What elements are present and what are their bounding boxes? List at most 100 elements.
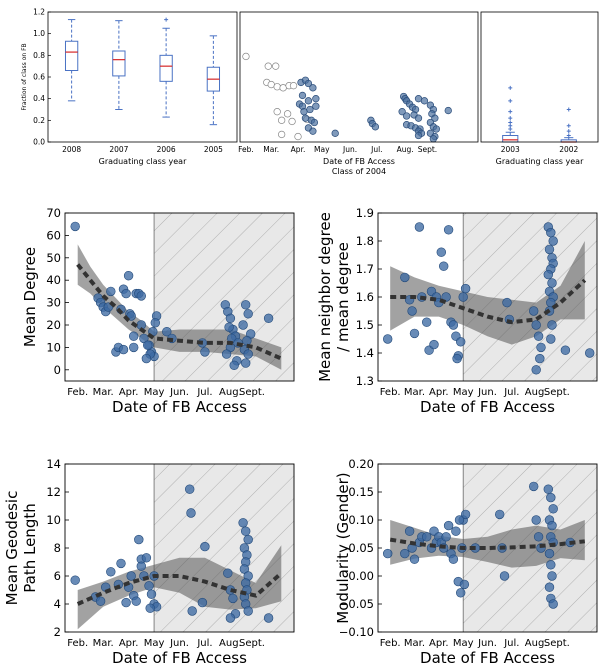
data-point bbox=[441, 292, 451, 302]
x-axis-label: Graduating class year bbox=[99, 157, 187, 166]
data-point bbox=[460, 509, 471, 520]
data-point bbox=[409, 328, 420, 339]
x-tick-label: May bbox=[453, 638, 474, 649]
y-tick-label: 1.7 bbox=[356, 262, 374, 276]
x-tick-label: Feb. bbox=[67, 387, 88, 398]
data-point bbox=[546, 227, 556, 238]
data-point-open bbox=[294, 132, 302, 141]
y-axis-label: Fraction of class on FB bbox=[21, 43, 28, 110]
data-point bbox=[495, 509, 505, 520]
x-tick-label: 2003 bbox=[501, 145, 520, 154]
data-point bbox=[129, 342, 139, 353]
data-point bbox=[452, 353, 462, 364]
y-tick-label: 1.8 bbox=[356, 234, 374, 248]
data-point bbox=[560, 345, 571, 355]
y-tick-label: 8 bbox=[54, 541, 61, 555]
data-point bbox=[451, 526, 461, 536]
flier-point bbox=[566, 133, 571, 138]
data-point bbox=[241, 358, 251, 368]
data-point bbox=[118, 344, 129, 355]
x-tick-label: Aug. bbox=[219, 387, 242, 398]
data-point bbox=[312, 95, 320, 103]
data-point bbox=[263, 313, 274, 323]
box-iqr bbox=[112, 50, 126, 77]
data-point bbox=[123, 271, 134, 281]
data-point bbox=[441, 532, 451, 542]
y-tick-label: 30 bbox=[46, 296, 61, 310]
data-point bbox=[431, 114, 439, 122]
flier-point bbox=[566, 123, 571, 128]
data-point bbox=[429, 339, 439, 350]
data-point bbox=[221, 349, 232, 359]
chart-mean-neighbor-degree: 1.3 1.4 1.5 1.6 1.7 1.8 1.9 Feb. Mar. Apr. May Jun.… bbox=[316, 206, 598, 416]
data-point bbox=[443, 520, 454, 531]
data-point bbox=[536, 342, 546, 353]
data-point bbox=[225, 613, 236, 623]
box-iqr bbox=[159, 54, 173, 82]
data-point bbox=[543, 269, 553, 280]
y-tick-label: 10 bbox=[46, 513, 61, 527]
data-point bbox=[546, 492, 556, 503]
data-point bbox=[547, 320, 557, 330]
data-point bbox=[456, 337, 466, 347]
data-point bbox=[229, 360, 239, 370]
data-point bbox=[197, 597, 208, 608]
data-point-open bbox=[273, 108, 281, 116]
box-2002 bbox=[560, 107, 577, 143]
data-point bbox=[546, 334, 556, 344]
y-tick-label: 0.2 bbox=[33, 116, 45, 125]
flier-point bbox=[508, 85, 513, 90]
x-tick-label: Jun. bbox=[169, 387, 189, 398]
data-point bbox=[298, 91, 307, 100]
data-point bbox=[134, 534, 144, 545]
x-axis-sublabel: Class of 2004 bbox=[332, 167, 386, 176]
data-point bbox=[141, 553, 152, 563]
x-tick-label: Jul. bbox=[503, 638, 519, 649]
data-point bbox=[238, 518, 248, 528]
x-tick-label: Mar. bbox=[93, 638, 114, 649]
data-point bbox=[448, 320, 459, 330]
data-point bbox=[400, 272, 410, 283]
data-point-open bbox=[289, 82, 298, 90]
x-tick-label: Feb. bbox=[380, 638, 401, 649]
y-tick-label: 60 bbox=[46, 228, 61, 242]
x-tick-label: Sept. bbox=[544, 638, 570, 649]
data-point bbox=[200, 347, 210, 357]
y-tick-label: 70 bbox=[46, 206, 61, 220]
x-tick-label: Sept. bbox=[239, 387, 265, 398]
x-tick-label: 2008 bbox=[62, 145, 81, 154]
x-tick-label: Jul. bbox=[196, 387, 212, 398]
data-point bbox=[533, 331, 544, 341]
data-point bbox=[448, 554, 459, 564]
data-point bbox=[414, 114, 423, 122]
data-point bbox=[121, 597, 131, 608]
y-tick-label: 1.6 bbox=[356, 290, 374, 304]
x-tick-label: 2006 bbox=[157, 145, 176, 154]
x-tick-label: Apr. bbox=[119, 387, 139, 398]
data-point bbox=[200, 541, 210, 552]
data-point bbox=[136, 561, 147, 571]
data-point bbox=[439, 261, 449, 271]
x-tick-label: Mar. bbox=[93, 387, 114, 398]
axes-frame bbox=[239, 11, 479, 143]
y-axis-label-line1: Mean neighbor degree bbox=[316, 212, 334, 382]
data-point bbox=[242, 336, 252, 346]
trend-line bbox=[390, 278, 587, 325]
data-point-open bbox=[242, 52, 250, 61]
x-tick-label: Jul. bbox=[503, 387, 519, 398]
y-axis-label-line2: Path Length bbox=[21, 503, 39, 592]
flier-point bbox=[508, 98, 513, 103]
data-point bbox=[544, 582, 555, 592]
x-axis-label: Date of FB Access bbox=[420, 649, 555, 663]
data-point-open bbox=[283, 110, 292, 118]
x-tick-label: Jul. bbox=[196, 638, 212, 649]
y-tick-label: 6 bbox=[54, 569, 61, 583]
data-point bbox=[531, 320, 541, 330]
data-point bbox=[409, 554, 420, 564]
confidence-band bbox=[390, 520, 585, 568]
x-tick-label: Mar. bbox=[263, 145, 279, 154]
data-point bbox=[186, 508, 196, 518]
data-point bbox=[146, 589, 157, 599]
x-tick-label: Mar. bbox=[404, 638, 425, 649]
